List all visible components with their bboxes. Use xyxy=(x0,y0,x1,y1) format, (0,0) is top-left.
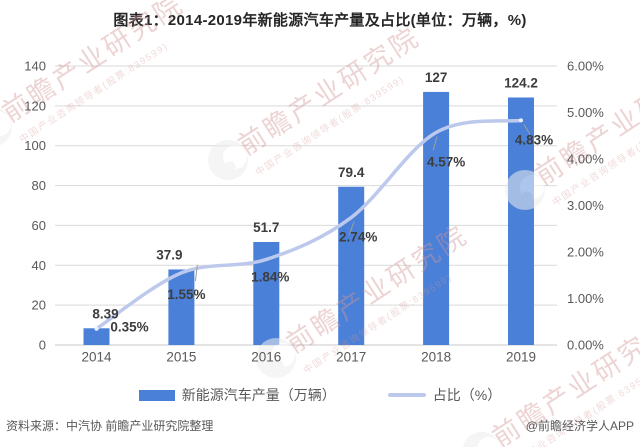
watermark-text: 前瞻产业研究院 xyxy=(233,21,425,161)
x-axis-label: 2014 xyxy=(81,350,112,365)
qianzhan-logo-dot xyxy=(521,191,533,203)
share-value-label: 4.57% xyxy=(427,154,465,169)
source-note: 资料来源：中汽协 前瞻产业研究院整理 xyxy=(6,419,214,433)
x-axis-label: 2018 xyxy=(421,350,451,365)
share-value-label: 2.74% xyxy=(339,230,377,245)
line-point-marker xyxy=(94,326,99,331)
qianzhan-logo-inner xyxy=(0,112,11,136)
chart-title: 图表1：2014-2019年新能源汽车产量及占比(单位：万辆，%) xyxy=(113,12,527,29)
left-axis-tick: 60 xyxy=(32,218,46,233)
bar-value-label: 79.4 xyxy=(338,165,365,180)
left-axis-tick: 120 xyxy=(24,98,46,113)
bar-value-label: 8.39 xyxy=(92,306,118,321)
bar-2017 xyxy=(338,186,365,345)
legend-label-production: 新能源汽车产量（万辆） xyxy=(181,387,336,403)
bar-value-label: 124.2 xyxy=(504,75,538,90)
chart-legend: 新能源汽车产量（万辆） 占比（%） xyxy=(0,386,640,404)
bar-value-label: 127 xyxy=(425,70,448,85)
legend-label-share: 占比（%） xyxy=(432,387,502,403)
x-axis-label: 2017 xyxy=(336,350,366,365)
share-value-label: 4.83% xyxy=(515,132,553,147)
bar-2014 xyxy=(83,328,110,345)
left-axis-tick: 40 xyxy=(32,258,46,273)
left-axis-tick: 80 xyxy=(32,178,46,193)
bar-2019 xyxy=(508,97,534,345)
right-axis-tick: 6.00% xyxy=(567,59,604,74)
x-axis-label: 2016 xyxy=(251,350,281,365)
label-leader-line xyxy=(523,124,531,135)
bar-2015 xyxy=(168,269,195,345)
right-axis-tick: 3.00% xyxy=(567,198,604,213)
label-leader-line xyxy=(194,264,198,281)
x-axis-label: 2015 xyxy=(166,350,196,365)
footer: 资料来源：中汽协 前瞻产业研究院整理 @前瞻经济学人APP xyxy=(6,417,634,434)
left-axis-tick: 140 xyxy=(24,59,46,74)
right-axis-tick: 5.00% xyxy=(567,105,604,120)
left-axis-tick: 0 xyxy=(39,338,46,353)
share-value-label: 1.55% xyxy=(167,287,205,302)
credit-note: @前瞻经济学人APP xyxy=(525,419,634,433)
legend-bar-swatch xyxy=(138,389,175,401)
right-axis-tick: 4.00% xyxy=(567,152,604,167)
bar-value-label: 37.9 xyxy=(156,247,182,262)
share-value-label: 0.35% xyxy=(110,320,148,335)
qianzhan-logo-dot xyxy=(224,161,236,173)
left-axis-tick: 20 xyxy=(32,298,46,313)
share-line-series xyxy=(94,118,523,331)
share-value-label: 1.84% xyxy=(251,269,289,284)
qianzhan-logo-dot xyxy=(272,359,284,371)
label-leader-line xyxy=(432,136,438,151)
qianzhan-logo-inner xyxy=(477,437,501,447)
x-axis-label: 2019 xyxy=(506,350,536,365)
bar-value-label: 51.7 xyxy=(253,220,279,235)
right-axis-tick: 1.00% xyxy=(567,291,604,306)
legend-item-production: 新能源汽车产量（万辆） xyxy=(138,385,336,405)
right-axis-tick: 0.00% xyxy=(567,338,604,353)
legend-line-swatch xyxy=(387,393,426,397)
left-axis-tick: 100 xyxy=(24,138,46,153)
right-axis-tick: 2.00% xyxy=(567,245,604,260)
label-leader-line xyxy=(348,221,355,235)
legend-item-share: 占比（%） xyxy=(387,385,502,405)
line-point-marker xyxy=(519,118,523,123)
